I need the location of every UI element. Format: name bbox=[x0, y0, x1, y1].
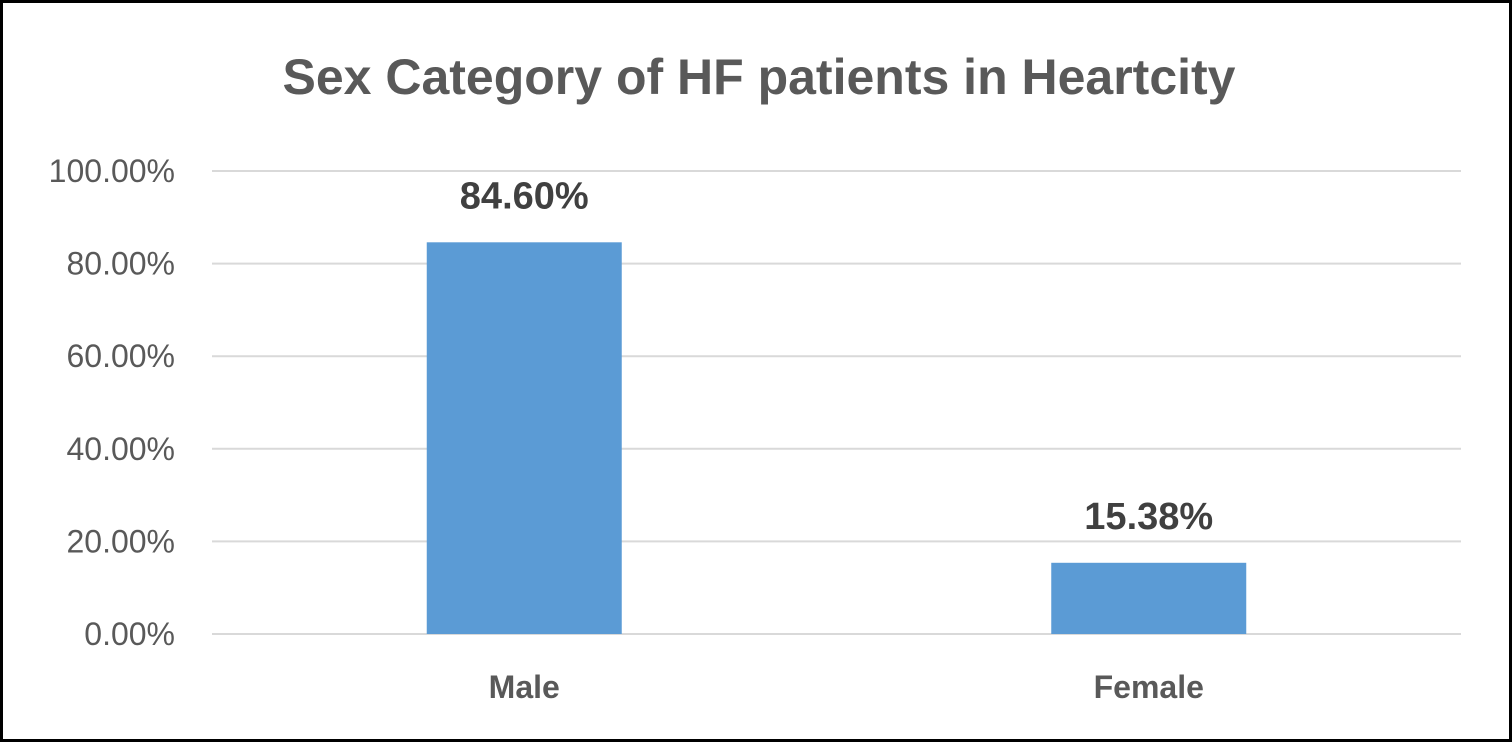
data-label-male: 84.60% bbox=[460, 175, 589, 217]
data-labels: 84.60% 15.38% bbox=[460, 175, 1213, 537]
y-tick-label: 80.00% bbox=[66, 246, 175, 282]
bar-male bbox=[426, 242, 622, 634]
bars bbox=[426, 242, 1247, 634]
category-label-female: Female bbox=[1094, 669, 1204, 705]
x-axis-categories: Male Female bbox=[489, 669, 1204, 705]
bar-female bbox=[1051, 562, 1247, 634]
y-axis-ticks: 0.00% 20.00% 40.00% 60.00% 80.00% 100.00% bbox=[49, 153, 175, 652]
chart-title: Sex Category of HF patients in Heartcity bbox=[282, 49, 1236, 105]
category-label-male: Male bbox=[489, 669, 560, 705]
gridlines bbox=[212, 170, 1461, 635]
y-tick-label: 0.00% bbox=[84, 616, 175, 652]
y-tick-label: 40.00% bbox=[66, 431, 175, 467]
y-tick-label: 60.00% bbox=[66, 338, 175, 374]
data-label-female: 15.38% bbox=[1084, 496, 1213, 538]
y-tick-label: 100.00% bbox=[49, 153, 175, 189]
bar-chart: 0.00% 20.00% 40.00% 60.00% 80.00% 100.00% 84.… bbox=[49, 153, 1461, 705]
y-tick-label: 20.00% bbox=[66, 523, 175, 559]
